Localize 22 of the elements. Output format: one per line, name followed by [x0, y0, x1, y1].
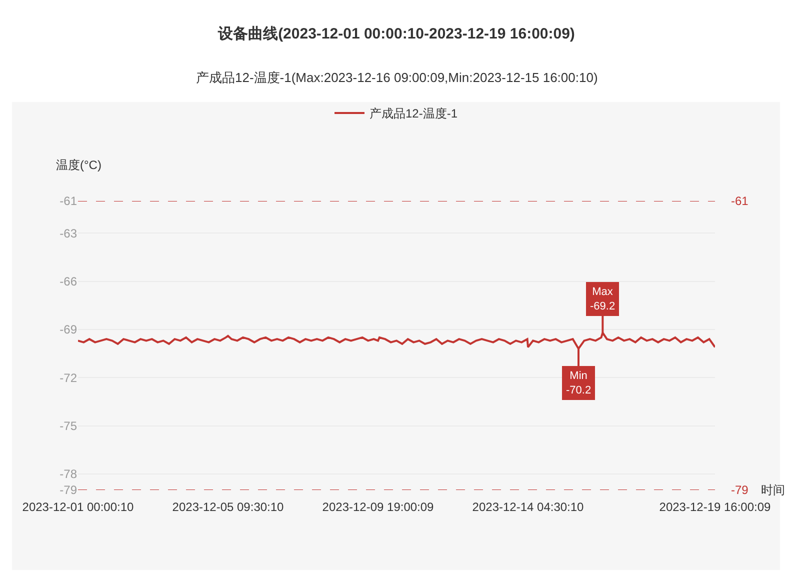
y-tick-label: -63 — [60, 226, 78, 240]
y-tick-label: -66 — [60, 274, 78, 288]
x-tick-label: 2023-12-05 09:30:10 — [172, 500, 284, 514]
ref-line-label: -61 — [731, 194, 749, 208]
ref-line-label: -79 — [731, 483, 749, 497]
annotation: Min -70.2 — [566, 370, 592, 396]
y-tick-label: -79 — [60, 483, 78, 498]
y-axis-title: 温度(°C) — [56, 158, 102, 172]
legend-label: 产成品12-温度-1 — [370, 106, 458, 121]
y-tick-label: -78 — [60, 467, 78, 482]
x-axis-title: 时间 — [761, 483, 785, 497]
y-tick-label: -72 — [60, 370, 78, 385]
x-tick-label: 2023-12-09 19:00:09 — [322, 500, 434, 514]
y-tick-label: -75 — [60, 418, 78, 433]
x-tick-label: 2023-12-19 16:00:09 — [659, 500, 772, 514]
chart-title: 设备曲线(2023-12-01 00:00:10-2023-12-19 16:00:09) — [217, 25, 575, 42]
annotation: Max -69.2 — [590, 286, 616, 312]
x-tick-label: 2023-12-01 00:00:10 — [22, 500, 134, 514]
y-tick-label: -61 — [60, 194, 78, 208]
chart-subtitle: 产成品12-温度-1(Max:2023-12-16 09:00:09,Min:2023-12-15 16:00:10) — [196, 70, 598, 85]
y-tick-label: -69 — [60, 322, 78, 337]
x-tick-label: 2023-12-14 04:30:10 — [472, 500, 584, 514]
